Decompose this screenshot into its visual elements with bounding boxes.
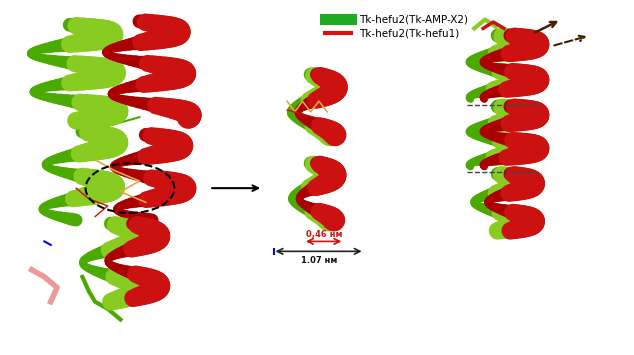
Text: 1.07 нм: 1.07 нм: [301, 256, 337, 265]
Legend: Tk-hefu2(Tk-AMP-X2), Tk-hefu2(Tk-hefu1): Tk-hefu2(Tk-AMP-X2), Tk-hefu2(Tk-hefu1): [320, 11, 472, 43]
Text: 0,46 нм: 0,46 нм: [306, 230, 342, 239]
